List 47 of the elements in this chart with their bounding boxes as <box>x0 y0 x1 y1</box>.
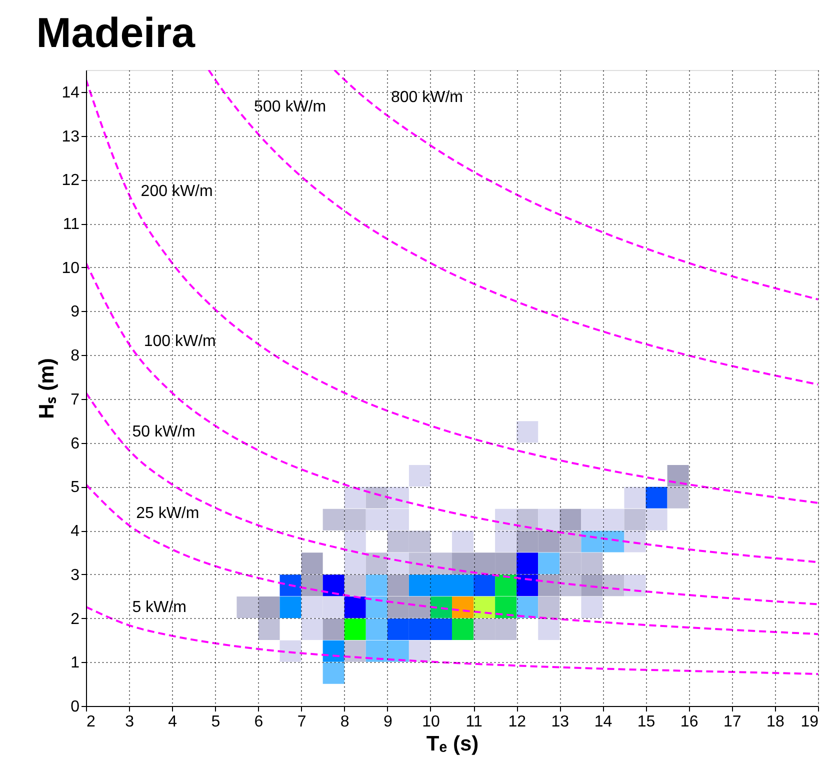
x-tick-label: 9 <box>383 714 392 730</box>
x-tick-label: 16 <box>680 714 698 730</box>
x-tick-label: 15 <box>637 714 656 730</box>
y-tick-label: 5 <box>70 479 80 496</box>
x-tick-label: 7 <box>297 714 306 730</box>
line-series <box>333 70 818 300</box>
x-tick-label: 12 <box>508 714 526 730</box>
x-tick-label: 10 <box>422 714 440 730</box>
x-tick-label: 3 <box>125 714 134 730</box>
annotation: 200 kW/m <box>140 183 213 200</box>
annotation: 5 kW/m <box>132 598 186 616</box>
annotation: 100 kW/m <box>144 333 216 350</box>
annotation: 800 kW/m <box>390 89 463 106</box>
y-tick-label: 2 <box>70 610 80 628</box>
y-tick-label: 7 <box>70 391 80 408</box>
line-series <box>86 483 818 636</box>
line-series <box>86 78 818 504</box>
x-tick-label: 2 <box>86 714 96 730</box>
x-tick-label: 6 <box>254 714 264 730</box>
x-tick-label: 14 <box>594 714 612 730</box>
y-tick-label: 14 <box>62 84 80 102</box>
x-tick-label: 8 <box>340 714 350 730</box>
annotation: 50 kW/m <box>132 423 196 440</box>
x-tick-label: 13 <box>551 714 570 730</box>
chart-title: Madeira <box>36 9 196 56</box>
annotation: 500 kW/m <box>254 98 326 116</box>
y-tick-label: 10 <box>62 260 80 277</box>
x-axis-title: Tₑ (s) <box>426 732 479 756</box>
y-tick-label: 12 <box>62 172 80 190</box>
annotation: 25 kW/m <box>136 504 200 522</box>
x-tick-label: 18 <box>766 714 784 730</box>
x-tick-label: 4 <box>168 714 178 730</box>
y-tick-label: 3 <box>70 566 80 584</box>
y-tick-label: 11 <box>62 216 80 234</box>
x-tick-label: 5 <box>211 714 220 730</box>
y-tick-label: 13 <box>62 128 80 146</box>
y-tick-label: 8 <box>70 348 80 365</box>
y-tick-label: 4 <box>70 523 80 540</box>
y-tick-label: 1 <box>70 654 80 672</box>
y-tick-label: 0 <box>70 698 80 716</box>
y-tick-label: 6 <box>70 435 80 452</box>
y-axis-title: Hₛ (m) <box>36 358 59 419</box>
x-tick-label: 17 <box>723 714 742 730</box>
x-tick-label: 11 <box>466 714 482 730</box>
line-series <box>86 262 818 564</box>
y-tick-label: 9 <box>70 304 80 321</box>
x-tick-label: 19 <box>800 714 819 730</box>
